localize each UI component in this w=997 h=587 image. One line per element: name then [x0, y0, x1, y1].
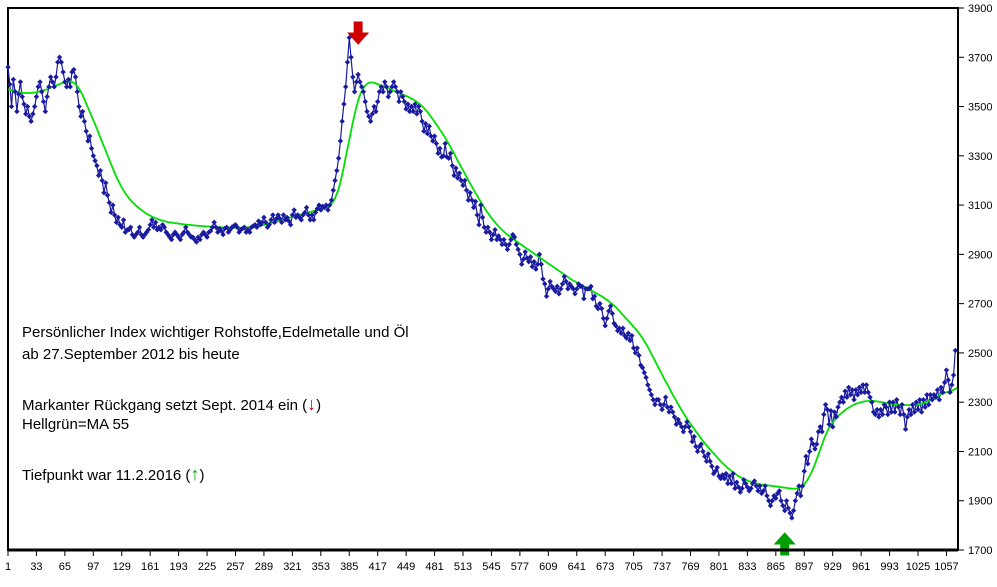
x-tick-label: 225: [198, 561, 216, 573]
x-tick-label: 577: [511, 561, 529, 573]
y-tick-label: 2500: [968, 348, 992, 360]
annotation-low-text-a: Tiefpunkt war 11.2.2016 (: [22, 467, 190, 484]
x-tick-label: 129: [113, 561, 131, 573]
x-tick-label: 1057: [934, 561, 958, 573]
y-tick-label: 2700: [968, 299, 992, 311]
x-tick-label: 193: [169, 561, 187, 573]
y-tick-label: 2900: [968, 249, 992, 261]
annotation-title-2: ab 27.September 2012 bis heute: [22, 344, 240, 365]
x-tick-label: 993: [880, 561, 898, 573]
x-tick-label: 1025: [906, 561, 930, 573]
x-tick-label: 33: [30, 561, 42, 573]
x-tick-label: 705: [624, 561, 642, 573]
x-tick-label: 801: [710, 561, 728, 573]
y-tick-label: 2100: [968, 446, 992, 458]
x-tick-label: 481: [425, 561, 443, 573]
y-tick-label: 3500: [968, 102, 992, 114]
x-tick-label: 321: [283, 561, 301, 573]
x-tick-label: 353: [312, 561, 330, 573]
annotation-ma55: Hellgrün=MA 55: [22, 414, 129, 435]
x-tick-label: 513: [454, 561, 472, 573]
red-arrow-inline-icon: ↓: [307, 394, 316, 414]
x-tick-label: 257: [226, 561, 244, 573]
chart-bg: [0, 0, 997, 587]
annotation-decline-text-a: Markanter Rückgang setzt Sept. 2014 ein …: [22, 397, 307, 414]
y-tick-label: 2300: [968, 397, 992, 409]
annotation-decline-text-b: ): [316, 397, 321, 414]
y-tick-label: 3700: [968, 52, 992, 64]
x-tick-label: 641: [568, 561, 586, 573]
x-tick-label: 545: [482, 561, 500, 573]
x-tick-label: 65: [59, 561, 71, 573]
annotation-low-text-b: ): [199, 467, 204, 484]
y-tick-label: 1900: [968, 496, 992, 508]
x-tick-label: 161: [141, 561, 159, 573]
x-tick-label: 609: [539, 561, 557, 573]
x-tick-label: 1: [5, 561, 11, 573]
x-tick-label: 865: [767, 561, 785, 573]
chart-container: 1700 1900 2100 2300 2500 2700 2900 3100 3300 3500…: [0, 0, 997, 587]
annotation-title-1: Persönlicher Index wichtiger Rohstoffe,E…: [22, 322, 409, 343]
x-tick-label: 769: [681, 561, 699, 573]
x-tick-label: 929: [824, 561, 842, 573]
y-tick-label: 3900: [968, 3, 992, 15]
y-tick-label: 1700: [968, 545, 992, 557]
x-tick-label: 289: [255, 561, 273, 573]
x-tick-label: 97: [87, 561, 99, 573]
x-tick-label: 961: [852, 561, 870, 573]
x-tick-label: 897: [795, 561, 813, 573]
y-tick-label: 3100: [968, 200, 992, 212]
x-tick-label: 737: [653, 561, 671, 573]
x-tick-label: 385: [340, 561, 358, 573]
chart-svg: 1700 1900 2100 2300 2500 2700 2900 3100 3300 3500…: [0, 0, 997, 587]
y-tick-label: 3300: [968, 151, 992, 163]
x-tick-label: 673: [596, 561, 614, 573]
annotation-low: Tiefpunkt war 11.2.2016 (↑): [22, 462, 204, 487]
x-tick-label: 833: [738, 561, 756, 573]
x-tick-label: 417: [369, 561, 387, 573]
x-tick-label: 449: [397, 561, 415, 573]
